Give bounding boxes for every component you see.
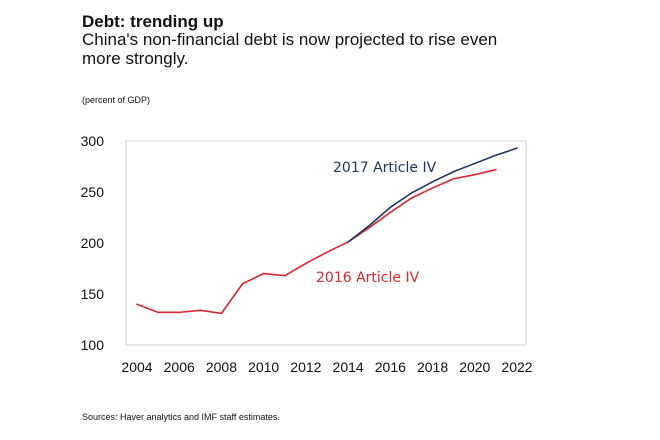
data-point bbox=[283, 274, 286, 277]
plot-area bbox=[125, 140, 527, 346]
x-tick-label: 2010 bbox=[248, 359, 279, 375]
y-tick-label: 300 bbox=[81, 133, 105, 149]
y-tick-label: 100 bbox=[81, 337, 105, 353]
chart-title: Debt: trending up bbox=[82, 12, 224, 31]
data-point bbox=[410, 197, 413, 199]
source-note: Sources: Haver analytics and IMF staff e… bbox=[82, 412, 280, 422]
data-point bbox=[241, 283, 244, 285]
x-tick-label: 2004 bbox=[121, 359, 152, 375]
data-point bbox=[347, 241, 349, 243]
data-point bbox=[157, 311, 159, 314]
data-point bbox=[368, 224, 371, 227]
x-tick-label: 2018 bbox=[417, 359, 448, 375]
series-line-2016-article-iv bbox=[136, 168, 497, 315]
data-point bbox=[368, 226, 371, 229]
chart-subtitle: China's non-financial debt is now projec… bbox=[82, 30, 498, 68]
data-point bbox=[495, 154, 497, 157]
data-point bbox=[305, 262, 307, 265]
data-point bbox=[389, 206, 392, 209]
x-tick-label: 2008 bbox=[206, 359, 237, 375]
x-tick-label: 2012 bbox=[290, 359, 321, 375]
y-tick-label: 200 bbox=[81, 235, 105, 251]
data-point bbox=[389, 211, 392, 214]
data-point bbox=[220, 312, 223, 315]
data-point bbox=[199, 309, 202, 312]
data-point bbox=[516, 147, 518, 149]
data-point bbox=[136, 303, 138, 306]
data-point bbox=[326, 251, 328, 253]
data-point bbox=[452, 177, 455, 180]
x-tick-label: 2014 bbox=[333, 359, 364, 375]
y-tick-label: 250 bbox=[81, 184, 105, 200]
x-tick-label: 2016 bbox=[375, 359, 406, 375]
x-tick-label: 2006 bbox=[164, 359, 195, 375]
data-point bbox=[410, 192, 413, 194]
data-point bbox=[431, 181, 434, 183]
y-tick-label: 150 bbox=[81, 286, 105, 302]
series-label: 2017 Article IV bbox=[333, 160, 437, 176]
data-point bbox=[452, 170, 455, 173]
data-point bbox=[473, 162, 476, 165]
data-point bbox=[178, 311, 181, 314]
series-label: 2016 Article IV bbox=[316, 270, 420, 286]
data-point bbox=[262, 272, 265, 275]
x-tick-label: 2022 bbox=[501, 359, 532, 375]
data-point bbox=[473, 173, 476, 176]
x-tick-label: 2020 bbox=[459, 359, 490, 375]
data-point bbox=[431, 187, 434, 189]
y-axis-label: (percent of GDP) bbox=[82, 95, 151, 105]
data-point bbox=[495, 168, 497, 171]
